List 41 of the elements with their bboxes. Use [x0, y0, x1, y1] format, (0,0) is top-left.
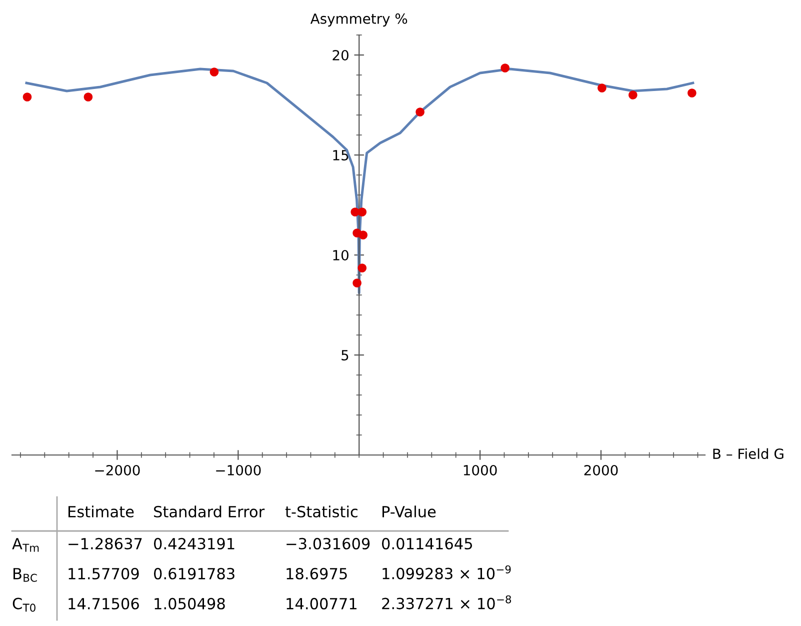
text: 1.099283 × 10$^{−9}$	[382, 565, 511, 580]
y-tick-label: 5	[342, 350, 348, 360]
x-tick-label: −2000	[95, 464, 140, 476]
text: B$_{BC}$	[14, 568, 37, 582]
y-tick-label: 20	[332, 50, 348, 60]
point	[84, 92, 93, 102]
text: 11.57709	[68, 568, 139, 580]
x-tick-label: 1000	[464, 464, 497, 476]
point	[22, 92, 32, 102]
y-tick-label: 10	[333, 250, 348, 260]
text: Estimate	[68, 506, 134, 518]
y-tick-label: 15	[333, 150, 348, 160]
text: 0.4243191	[154, 538, 234, 550]
text: 14.71506	[68, 598, 139, 610]
text: C$_{T0}$	[12, 598, 36, 612]
text: 18.6975	[286, 568, 347, 580]
x-tick-label: −1000	[216, 464, 261, 476]
x-axis-title: B – Field G	[713, 448, 784, 460]
point	[416, 108, 424, 116]
point	[598, 84, 606, 92]
text: A$_{Tm}$	[12, 538, 39, 552]
text: t-Statistic	[285, 506, 358, 518]
point	[352, 278, 362, 288]
point	[628, 90, 638, 100]
point	[688, 88, 696, 98]
point	[358, 264, 367, 272]
y-axis-title: Asymmetry %	[310, 13, 408, 27]
text: 0.01141645	[382, 538, 472, 550]
point	[500, 64, 510, 72]
text: 0.6191783	[154, 568, 234, 580]
text: 14.00771	[286, 598, 356, 610]
point	[358, 208, 367, 216]
text: 1.050498	[154, 598, 225, 610]
text: −3.031609	[286, 538, 370, 550]
text: −1.28637	[68, 538, 142, 550]
point	[358, 230, 368, 240]
x-tick-label: 2000	[584, 464, 618, 476]
point	[210, 68, 219, 76]
text: Standard Error	[154, 506, 265, 518]
text: P-Value	[382, 506, 436, 518]
text: 2.337271 × 10$^{−8}$	[382, 595, 512, 610]
